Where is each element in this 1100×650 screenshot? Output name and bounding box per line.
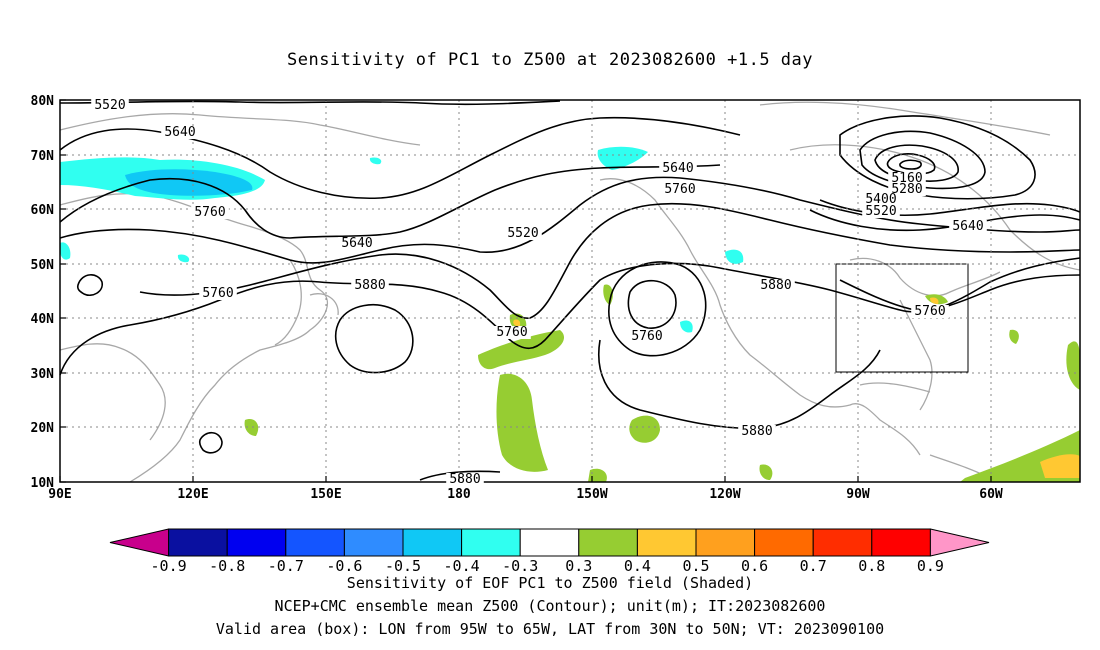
colorbar-swatch (461, 528, 521, 557)
contour-label: 5760 (914, 304, 945, 319)
lat-label: 70N (31, 149, 55, 164)
map-title: Sensitivity of PC1 to Z500 at 2023082600… (286, 50, 813, 70)
contour-label-bg (911, 305, 949, 318)
contour-label: 5760 (194, 205, 225, 220)
colorbar-swatch (871, 528, 931, 557)
contour-label-bg (862, 193, 900, 206)
contour-label: 5880 (354, 278, 385, 293)
contour-label: 5160 (891, 171, 922, 186)
colorbar-swatch (343, 528, 404, 557)
lon-label: 60W (979, 487, 1003, 502)
contour-label: 5400 (865, 192, 896, 207)
colorbar-label: 0.6 (741, 557, 768, 575)
colorbar-label: -0.4 (444, 557, 480, 575)
contour-label: 5640 (952, 219, 983, 234)
contour-label: 5760 (496, 325, 527, 340)
colorbar-swatch (168, 528, 228, 557)
lat-label: 50N (31, 258, 55, 273)
caption-line-1: Sensitivity of EOF PC1 to Z500 field (Sh… (346, 574, 754, 592)
contour-label-bg (888, 183, 926, 196)
colorbar-label: -0.9 (151, 557, 187, 575)
contour-label: 5880 (741, 424, 772, 439)
colorbar-swatch (519, 528, 580, 557)
contour-label: 5760 (664, 182, 695, 197)
contour-label-bg (446, 473, 484, 486)
contour-label-bg (493, 326, 531, 339)
lon-label: 90W (846, 487, 870, 502)
contour-label: 5760 (202, 286, 233, 301)
contour-label-bg (191, 206, 229, 219)
colorbar-labels: -0.9 -0.8 -0.7 -0.6 -0.5 -0.4 -0.3 0.3 0.4 0.5 0.6… (151, 557, 944, 575)
contour-label-bg (862, 205, 900, 218)
contour-label-bg (949, 220, 987, 233)
colorbar-swatch (285, 528, 345, 557)
contour-label: 5640 (341, 236, 372, 251)
negative-sensitivity-strong (125, 169, 253, 196)
colorbar-label: 0.4 (624, 557, 651, 575)
contour-label: 5520 (94, 98, 125, 113)
colorbar-label: 0.3 (565, 557, 592, 575)
lon-label: 180 (447, 487, 471, 502)
contour-label-bg (661, 183, 699, 196)
colorbar-arrow-right (929, 528, 990, 557)
colorbar-label: -0.3 (502, 557, 538, 575)
caption-line-3: Valid area (box): LON from 95W to 65W, L… (215, 620, 885, 638)
colorbar-label: -0.7 (268, 557, 304, 575)
gridlines (60, 100, 1080, 482)
colorbar (109, 528, 990, 557)
lon-axis: 90E 120E 150E 180 150W 120W 90W 60W (48, 476, 1003, 502)
contour-label-bg (338, 237, 376, 250)
lat-label: 40N (31, 312, 55, 327)
positive-sensitivity-high (513, 297, 1080, 478)
lon-label: 120E (177, 487, 208, 502)
lat-axis: 80N 70N 60N 50N 40N 30N 20N 10N (31, 94, 66, 491)
colorbar-label: 0.5 (682, 557, 709, 575)
lat-label: 80N (31, 94, 55, 109)
contour-label-bg (757, 279, 795, 292)
colorbar-label: -0.8 (209, 557, 245, 575)
colorbar-arrow-left (109, 528, 170, 557)
colorbar-swatch (402, 528, 463, 557)
colorbar-swatch (695, 528, 756, 557)
contour-label-bg (351, 279, 389, 292)
colorbar-swatch (754, 528, 814, 557)
contour-label-bg (659, 162, 697, 175)
colorbar-swatch (578, 528, 638, 557)
colorbar-label: -0.6 (326, 557, 362, 575)
contour-label: 5520 (865, 204, 896, 219)
caption-line-2: NCEP+CMC ensemble mean Z500 (Contour); u… (274, 597, 826, 615)
contour-label: 5880 (760, 278, 791, 293)
colorbar-swatch (812, 528, 873, 557)
contour-label: 5880 (449, 472, 480, 487)
contour-label-bg (161, 126, 199, 139)
positive-sensitivity-patches (244, 284, 1080, 482)
contour-label-bg (738, 425, 776, 438)
contour-label: 5640 (164, 125, 195, 140)
colorbar-label: -0.5 (385, 557, 421, 575)
contour-label-bg (504, 227, 542, 240)
colorbar-swatch (226, 528, 287, 557)
contour-label: 5520 (507, 226, 538, 241)
colorbar-label: 0.8 (858, 557, 885, 575)
contour-label: 5640 (662, 161, 693, 176)
colorbar-label: 0.7 (800, 557, 827, 575)
lat-label: 20N (31, 421, 55, 436)
lon-label: 120W (709, 487, 740, 502)
colorbar-label: 0.9 (917, 557, 944, 575)
contour-labels: 5520 5640 5760 5640 5760 5880 5520 5640 5760 5760… (91, 98, 987, 487)
lat-label: 30N (31, 367, 55, 382)
map-frame (59, 99, 1081, 483)
contour-label: 5760 (631, 329, 662, 344)
colorbar-swatch (636, 528, 697, 557)
lon-label: 150E (310, 487, 341, 502)
contour-label-bg (628, 330, 666, 343)
lon-label: 150W (576, 487, 607, 502)
contour-label-bg (91, 99, 129, 112)
lat-label: 10N (31, 476, 55, 491)
lon-label: 90E (48, 487, 71, 502)
contour-label-bg (888, 172, 926, 185)
contour-label-bg (199, 287, 237, 300)
lat-label: 60N (31, 203, 55, 218)
